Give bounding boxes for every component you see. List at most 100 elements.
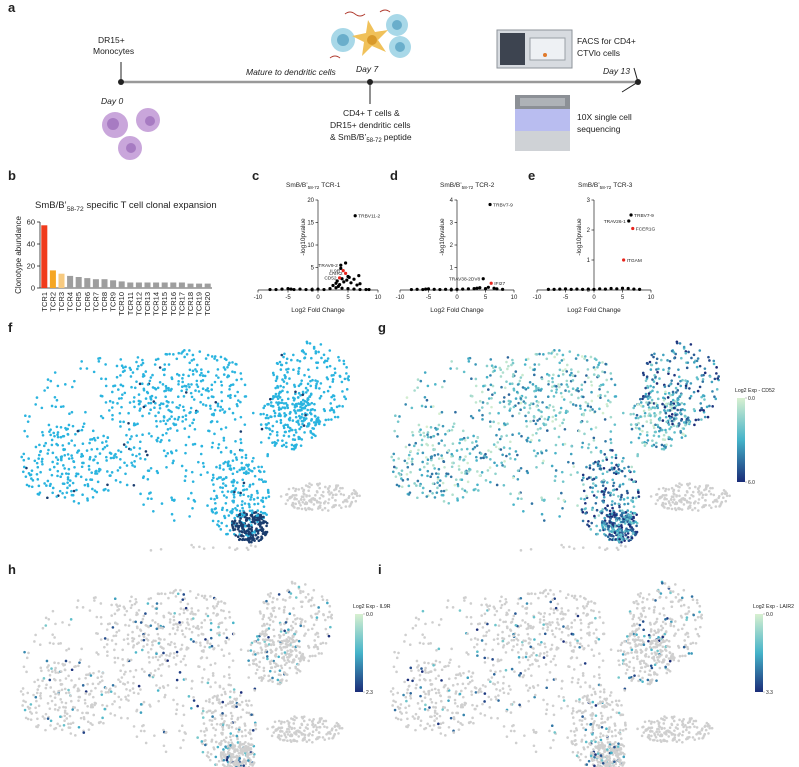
tsne-cell: [408, 485, 411, 488]
tsne-cell: [563, 418, 566, 421]
tsne-cell: [306, 398, 309, 401]
tsne-cell: [139, 447, 142, 450]
tsne-cell: [41, 679, 44, 682]
tsne-cell: [178, 730, 181, 733]
tsne-cell: [495, 434, 498, 437]
tsne-cell: [493, 461, 496, 464]
data-point: [416, 288, 419, 291]
tsne-cell: [584, 512, 587, 515]
tsne-cell: [60, 426, 63, 429]
data-point: [455, 288, 458, 291]
tsne-cell: [131, 604, 134, 607]
tsne-cell: [665, 412, 668, 415]
tsne-cell: [212, 474, 215, 477]
tsne-cell: [307, 402, 310, 405]
tsne-cell: [193, 398, 196, 401]
tsne-cell: [728, 494, 731, 497]
data-point: [274, 288, 277, 291]
tsne-cell: [233, 491, 236, 494]
tsne-cell: [232, 479, 235, 482]
tsne-cell: [125, 446, 128, 449]
tsne-cell: [295, 596, 298, 599]
tsne-cell: [295, 412, 298, 415]
tsne-cell: [177, 395, 180, 398]
tsne-cell: [292, 621, 295, 624]
tsne-cell: [128, 624, 131, 627]
tsne-cell: [155, 612, 158, 615]
tsne-cell: [212, 520, 215, 523]
tsne-cell: [22, 693, 25, 696]
tsne-cell: [311, 734, 314, 737]
day-label: Day 13: [603, 66, 630, 76]
tsne-cell: [341, 405, 344, 408]
tsne-cell: [297, 372, 300, 375]
tsne-cell: [646, 385, 649, 388]
tsne-cell: [184, 475, 187, 478]
tsne-cell: [123, 461, 126, 464]
tsne-cell: [519, 380, 522, 383]
tsne-cell: [698, 498, 701, 501]
tsne-cell: [323, 725, 326, 728]
tsne-cell: [716, 388, 719, 391]
tsne-cell: [75, 475, 78, 478]
tsne-cell: [191, 396, 194, 399]
data-point: [339, 264, 342, 267]
point-label: IFI27: [494, 281, 505, 287]
tsne-cell: [443, 444, 446, 447]
tsne-cell: [28, 472, 31, 475]
tsne-cell: [278, 412, 281, 415]
tsne-cell: [303, 374, 306, 377]
tsne-cell: [401, 469, 404, 472]
tsne-cell: [548, 416, 551, 419]
tsne-cell: [689, 497, 692, 500]
tsne-cell: [322, 723, 325, 726]
tsne-cell: [181, 420, 184, 423]
tsne-cell: [243, 472, 246, 475]
tsne-cell: [155, 396, 158, 399]
tsne-cell: [209, 719, 212, 722]
tsne-cell: [602, 527, 605, 530]
tsne-cell: [198, 665, 201, 668]
tsne-cell: [650, 495, 653, 498]
tsne-cell: [150, 467, 153, 470]
tsne-cell: [307, 734, 310, 737]
tsne-cell: [404, 403, 407, 406]
tsne-cell: [650, 368, 653, 371]
tsne-cell: [640, 401, 643, 404]
y-tick-label: 20: [307, 198, 314, 204]
tsne-cell: [635, 427, 638, 430]
tsne-cell: [279, 669, 282, 672]
tsne-cell: [77, 699, 80, 702]
tsne-cell: [183, 356, 186, 359]
tsne-cell: [591, 400, 594, 403]
tsne-cell: [297, 663, 300, 666]
tsne-cell: [311, 627, 314, 630]
tsne-cell: [434, 383, 437, 386]
tsne-cell: [93, 599, 96, 602]
tsne-cell: [142, 373, 145, 376]
tsne-cell: [286, 618, 289, 621]
tsne-cell: [206, 657, 209, 660]
tsne-cell: [197, 625, 200, 628]
tsne-cell: [232, 459, 235, 462]
point-label: TRBV7-9: [493, 202, 513, 208]
tsne-cell: [51, 461, 54, 464]
tsne-cell: [670, 379, 673, 382]
tsne-cell: [611, 456, 614, 459]
tsne-cell: [667, 370, 670, 373]
tsne-cell: [580, 388, 583, 391]
tsne-cell: [569, 401, 572, 404]
tsne-cell: [133, 676, 136, 679]
tsne-cell: [598, 514, 601, 517]
tsne-cell: [683, 498, 686, 501]
tsne-cell: [485, 479, 488, 482]
tsne-cell: [408, 454, 411, 457]
tsne-cell: [614, 531, 617, 534]
tsne-cell: [248, 506, 251, 509]
tsne-cell: [572, 462, 575, 465]
tsne-cell: [583, 498, 586, 501]
tsne-cell: [130, 435, 133, 438]
tsne-cell: [239, 741, 242, 744]
tsne-cell: [23, 466, 26, 469]
tsne-cell: [185, 391, 188, 394]
